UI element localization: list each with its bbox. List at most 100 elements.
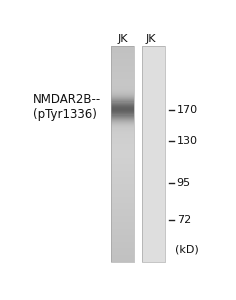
Bar [111,109,134,110]
Bar [111,152,134,153]
Bar [111,75,134,76]
Bar [111,54,134,55]
Bar [111,259,134,260]
Bar [111,174,134,175]
Bar [111,209,134,211]
Bar [111,149,134,150]
Bar [111,244,134,245]
Bar [111,250,134,252]
Text: 95: 95 [177,178,191,188]
Bar [111,125,134,126]
Bar [111,50,134,52]
Bar [111,235,134,236]
Text: NMDAR2B--: NMDAR2B-- [33,94,101,106]
Bar [111,64,134,66]
Bar [111,73,134,74]
Bar [111,136,134,137]
Bar [111,198,134,200]
Bar [111,151,134,152]
Bar [111,131,134,133]
Bar [111,226,134,228]
Bar [111,124,134,125]
Bar [111,214,134,216]
Bar [111,257,134,258]
Bar [111,175,134,176]
Bar [111,245,134,246]
Bar [111,94,134,95]
Text: 72: 72 [177,214,191,225]
Bar [111,212,134,213]
Bar [111,212,134,214]
Bar [111,224,134,226]
Bar [111,104,134,106]
Bar [111,47,134,49]
Bar [111,223,134,225]
Bar [111,242,134,243]
Bar [111,230,134,231]
Bar [111,238,134,240]
Bar [111,192,134,193]
Bar [111,169,134,171]
Bar [111,180,134,182]
Bar [111,197,134,199]
Bar [111,200,134,201]
Bar [111,196,134,198]
Bar [111,153,134,154]
Bar [111,147,134,148]
Bar [111,141,134,142]
Bar [111,113,134,114]
Bar [111,247,134,248]
Text: JK: JK [146,34,156,44]
Bar [111,89,134,91]
Bar [111,56,134,57]
Bar [111,55,134,56]
Bar [111,115,134,117]
Bar [111,163,134,164]
Bar [111,92,134,93]
Bar [111,222,134,224]
Bar [111,106,134,107]
Bar [111,81,134,82]
Bar [111,208,134,209]
Bar [111,232,134,233]
Bar [111,80,134,81]
Bar [111,66,134,67]
Bar [111,251,134,253]
Bar [111,178,134,179]
Bar [111,155,134,157]
Bar [111,84,134,85]
Bar [111,90,134,92]
Bar [111,79,134,80]
Bar [111,233,134,234]
Bar [111,120,134,121]
Bar [111,183,134,184]
Bar [111,158,134,160]
Bar [111,172,134,174]
Bar [111,217,134,218]
Text: 170: 170 [177,105,198,115]
Bar [111,70,134,71]
Bar [111,58,134,59]
Bar [111,101,134,103]
Bar [111,181,134,182]
Bar [111,206,134,207]
Bar [111,67,134,68]
Bar [111,62,134,64]
Bar [111,210,134,211]
Bar [111,167,134,168]
Bar [111,137,134,138]
Bar [111,146,134,147]
Bar [111,225,134,227]
Bar [111,241,134,242]
Bar [111,71,134,72]
Bar [111,231,134,232]
Bar [111,133,134,134]
Bar [111,216,134,217]
Bar [111,140,134,141]
Bar [111,190,134,191]
Bar [111,164,134,165]
Bar [111,255,134,256]
Bar [111,82,134,83]
Bar [111,218,134,219]
Bar [111,229,134,230]
